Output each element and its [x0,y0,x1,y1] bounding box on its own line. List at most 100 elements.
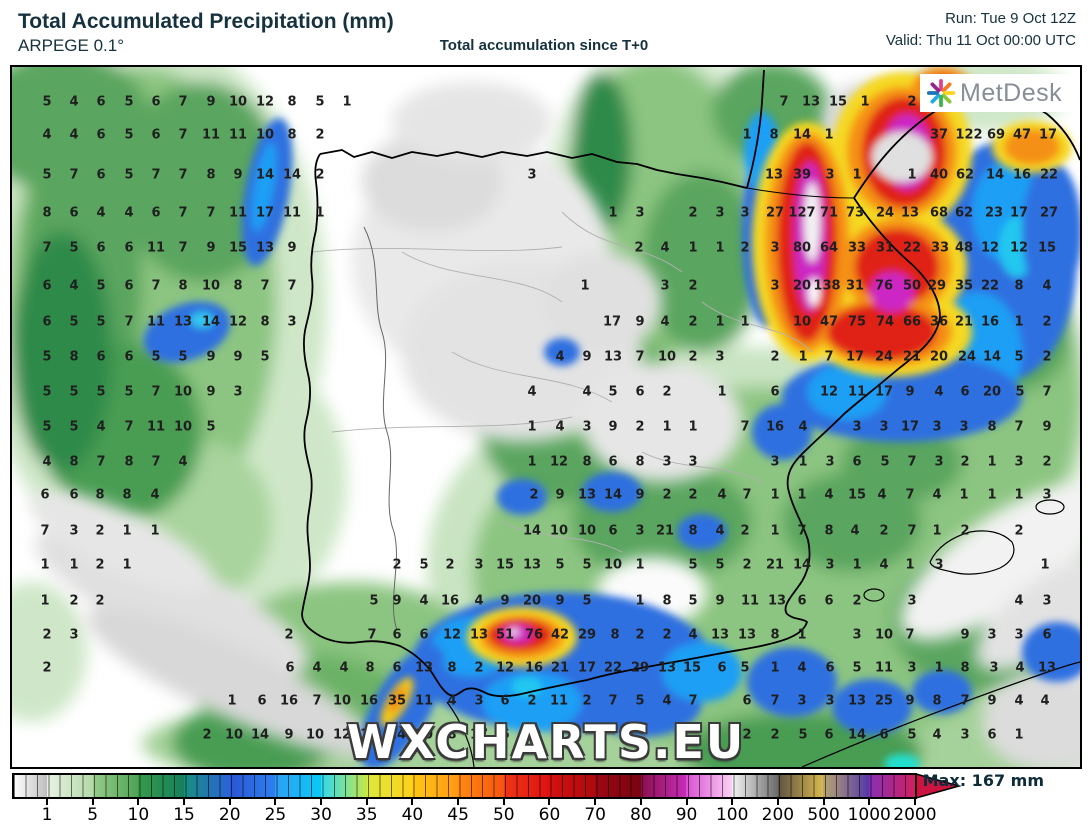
precip-value: 1 [227,693,237,709]
precip-value: 1 [527,419,537,435]
colorbar-tick [46,799,48,805]
precip-value: 5 [124,127,134,143]
pinwheel-petal [941,82,952,93]
precip-value: 7 [124,314,134,330]
precip-value: 10 [173,419,193,435]
precip-value: 3 [715,349,725,365]
precip-value: 3 [69,627,79,643]
precip-value: 5 [96,384,106,400]
precip-value: 10 [305,727,325,743]
precip-value: 23 [984,205,1004,221]
precip-value: 6 [285,660,295,676]
precip-value: 14 [985,167,1005,183]
precip-value: 17 [1038,127,1058,143]
pinwheel-petal [930,93,941,104]
precip-value: 15 [1037,240,1057,256]
precip-value: 3 [825,454,835,470]
precip-value: 3 [1014,454,1024,470]
precip-value: 2 [95,523,105,539]
precip-value: 3 [688,454,698,470]
precip-value: 1 [742,127,752,143]
precip-value: 33 [930,240,950,256]
precip-value: 7 [178,240,188,256]
precip-value: 12 [1009,240,1029,256]
colorbar-tick-label: 70 [584,805,606,825]
precip-value: 7 [96,454,106,470]
precip-value: 1 [860,94,870,110]
precip-value: 24 [875,205,895,221]
precip-value: 6 [151,94,161,110]
precip-value: 5 [798,727,808,743]
precip-value: 8 [95,487,105,503]
precip-value: 15 [495,557,515,573]
pinwheel-icon [926,78,956,108]
precip-value: 8 [365,660,375,676]
precip-value: 1 [798,349,808,365]
precip-value: 7 [688,693,698,709]
precip-value: 1 [150,523,160,539]
precip-value: 17 [900,419,920,435]
precip-value: 8 [122,487,132,503]
precip-value: 16 [359,693,379,709]
precip-value: 1 [1014,314,1024,330]
precip-value: 2 [635,419,645,435]
precip-value: 3 [825,167,835,183]
precip-value: 17 [845,349,865,365]
precip-value: 6 [608,523,618,539]
precip-value: 13 [255,240,275,256]
precip-value: 31 [845,278,865,294]
precip-value: 6 [42,278,52,294]
precip-value: 6 [770,384,780,400]
precip-value: 3 [989,660,999,676]
precip-value: 11 [146,419,166,435]
precip-value: 5 [42,349,52,365]
precip-value: 1 [717,384,727,400]
precip-value: 6 [124,278,134,294]
precip-value: 6 [987,727,997,743]
precip-value: 13 [900,205,920,221]
precip-value: 4 [797,660,807,676]
precip-value: 4 [69,278,79,294]
precip-value: 5 [69,419,79,435]
precip-value: 11 [201,127,221,143]
precip-value: 9 [392,593,402,609]
precip-value: 8 [769,127,779,143]
precip-value: 64 [819,240,839,256]
precip-value: 14 [792,557,812,573]
precip-value: 5 [1014,349,1024,365]
precip-value: 1 [715,314,725,330]
colorbar-subticks [14,775,915,797]
precip-value: 40 [929,167,949,183]
precip-value: 4 [96,205,106,221]
precip-value: 76 [874,278,894,294]
precip-value: 1 [852,167,862,183]
precip-value: 8 [206,167,216,183]
precip-value: 11 [740,593,760,609]
precip-value: 36 [929,314,949,330]
precip-value: 16 [279,693,299,709]
precip-value: 10 [255,127,275,143]
precip-value: 1 [635,557,645,573]
precip-value: 10 [603,557,623,573]
precip-value: 4 [824,487,834,503]
precip-value: 1 [1040,557,1050,573]
colorbar-tick-label: 15 [173,805,195,825]
precip-value: 13 [173,314,193,330]
precip-value: 1 [40,593,50,609]
colorbar-tick-label: 1000 [847,805,891,825]
precip-value: 7 [960,693,970,709]
precip-value: 5 [880,454,890,470]
valid-time-label: Valid: Thu 11 Oct 00:00 UTC [885,32,1076,49]
precip-value: 17 [469,727,489,743]
precip-value: 11 [146,314,166,330]
precip-value: 4 [850,523,860,539]
precip-value: 8 [69,454,79,470]
precip-value: 9 [960,627,970,643]
precip-value: 6 [392,627,402,643]
precip-value: 8 [42,205,52,221]
precip-value: 14 [250,727,270,743]
precip-value: 9 [905,384,915,400]
precip-value: 73 [845,205,865,221]
precip-value: 2 [315,127,325,143]
precip-value: 6 [825,660,835,676]
